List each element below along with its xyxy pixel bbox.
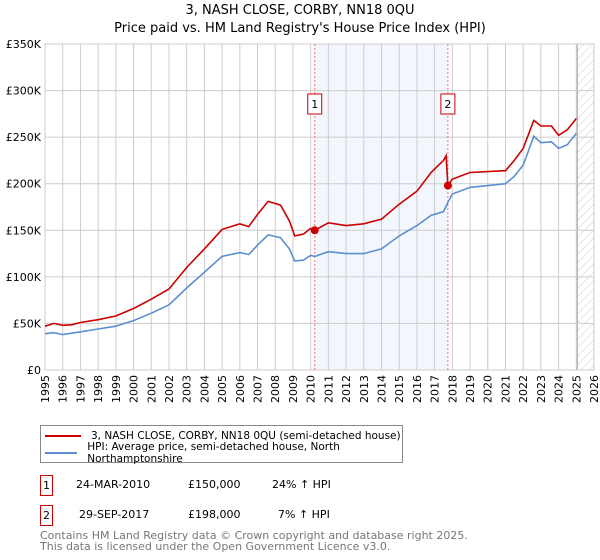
transaction-number: 2: [40, 505, 53, 526]
x-tick-label: 2002: [163, 375, 176, 403]
y-tick-label: £300K: [6, 85, 42, 98]
x-tick-label: 2001: [145, 375, 158, 403]
footer-licence: This data is licensed under the Open Gov…: [40, 540, 391, 553]
legend-swatch-red: [45, 435, 81, 437]
sale-label: 2: [444, 98, 451, 111]
y-tick-label: £250K: [6, 131, 42, 144]
x-tick-label: 2023: [535, 375, 548, 403]
y-tick-label: £0: [27, 364, 41, 377]
y-tick-label: £150K: [6, 224, 42, 237]
x-tick-label: 1999: [110, 375, 123, 403]
transaction-number: 1: [40, 475, 53, 496]
x-tick-label: 1997: [74, 375, 87, 403]
x-tick-label: 2014: [375, 375, 388, 403]
legend-label: HPI: Average price, semi-detached house,…: [87, 441, 340, 465]
x-tick-label: 2024: [553, 375, 566, 403]
x-tick-label: 2026: [588, 375, 600, 403]
sale-label-box: [440, 93, 456, 115]
transaction-price: £198,000: [188, 508, 241, 521]
sale-label-box: [307, 93, 323, 115]
x-tick-label: 2025: [570, 375, 583, 403]
legend: 3, NASH CLOSE, CORBY, NN18 0QU (semi-det…: [40, 425, 403, 465]
y-tick-label: £50K: [13, 317, 42, 330]
price-chart: 1995 1996 1997 1998 1999 2000 2001 2002 2003 2004…: [6, 38, 600, 403]
footer: Contains HM Land Registry data © Crown c…: [40, 530, 468, 552]
transaction-date: 24-MAR-2010: [76, 478, 151, 491]
x-tick-label: 2011: [322, 375, 335, 403]
chart-title: 3, NASH CLOSE, CORBY, NN18 0QU: [185, 3, 415, 18]
footer-copyright: Contains HM Land Registry data © Crown c…: [40, 529, 468, 542]
x-tick-label: 2007: [252, 375, 265, 403]
x-tick-label: 2003: [181, 375, 194, 403]
plot-frame: [44, 43, 595, 371]
x-tick-label: 1998: [92, 375, 105, 403]
x-tick-label: 2004: [198, 375, 211, 403]
legend-item-hpi: HPI: Average price, semi-detached house,…: [45, 441, 402, 465]
transaction-hpi: 7% ↑ HPI: [278, 508, 330, 521]
x-tick-label: 2017: [429, 375, 442, 403]
legend-item-property: 3, NASH CLOSE, CORBY, NN18 0QU (semi-det…: [45, 429, 401, 443]
x-tick-label: 2015: [393, 375, 406, 403]
hpi-series-line: [44, 132, 577, 336]
transaction-price: £150,000: [188, 478, 241, 491]
sale-point: [310, 226, 319, 235]
x-tick-label: 2012: [340, 375, 353, 403]
x-tick-label: 2008: [269, 375, 282, 403]
x-tick-label: 2019: [464, 375, 477, 403]
x-tick-label: 2010: [305, 375, 318, 403]
x-tick-label: 1995: [39, 375, 52, 403]
transaction-hpi: 24% ↑ HPI: [272, 478, 331, 491]
x-tick-label: 2018: [446, 375, 459, 403]
forecast-hatch: [577, 44, 594, 370]
legend-label: 3, NASH CLOSE, CORBY, NN18 0QU (semi-det…: [91, 430, 401, 442]
sale-label: 1: [311, 98, 318, 111]
x-tick-label: 2000: [128, 375, 141, 403]
x-tick-label: 2009: [287, 375, 300, 403]
x-tick-label: 2016: [411, 375, 424, 403]
sale-point: [443, 181, 452, 190]
transaction-date: 29-SEP-2017: [79, 508, 150, 521]
chart-subtitle: Price paid vs. HM Land Registry's House …: [114, 21, 486, 36]
x-tick-label: 2013: [358, 375, 371, 403]
x-tick-label: 2020: [482, 375, 495, 403]
x-tick-label: 2006: [234, 375, 247, 403]
x-tick-label: 1996: [57, 375, 70, 403]
x-tick-label: 2021: [499, 375, 512, 403]
x-tick-label: 2022: [517, 375, 530, 403]
y-tick-label: £100K: [6, 271, 42, 284]
x-tick-label: 2005: [216, 375, 229, 403]
y-tick-label: £200K: [6, 178, 42, 191]
y-tick-label: £350K: [6, 38, 42, 51]
legend-swatch-blue: [45, 452, 78, 454]
